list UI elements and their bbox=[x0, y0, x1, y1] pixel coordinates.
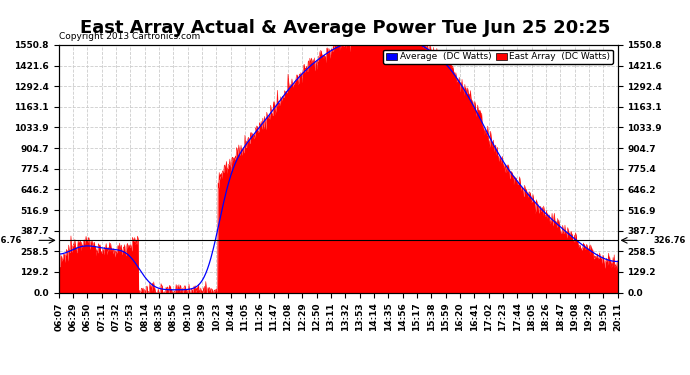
Text: 326.76: 326.76 bbox=[654, 236, 687, 245]
Text: 326.76: 326.76 bbox=[0, 236, 22, 245]
Text: East Array Actual & Average Power Tue Jun 25 20:25: East Array Actual & Average Power Tue Ju… bbox=[80, 19, 610, 37]
Legend: Average  (DC Watts), East Array  (DC Watts): Average (DC Watts), East Array (DC Watts… bbox=[384, 50, 613, 64]
Text: Copyright 2013 Cartronics.com: Copyright 2013 Cartronics.com bbox=[59, 32, 200, 41]
